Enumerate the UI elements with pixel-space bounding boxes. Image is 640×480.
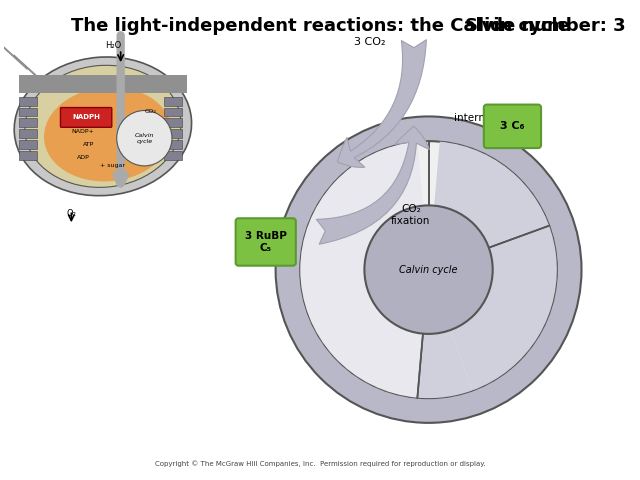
Ellipse shape [44,87,172,181]
Ellipse shape [25,65,181,187]
FancyBboxPatch shape [484,105,541,148]
Text: ADP: ADP [77,156,90,160]
Bar [164,151,182,160]
Text: CO₂: CO₂ [145,109,156,114]
Bar [19,140,36,149]
Text: NADPH: NADPH [72,114,100,120]
Text: 3 C₆: 3 C₆ [500,121,525,132]
Circle shape [116,110,172,166]
Text: Copyright © The McGraw Hill Companies, Inc.  Permission required for reproductio: Copyright © The McGraw Hill Companies, I… [155,461,485,468]
Text: 3 RuBP
C₅: 3 RuBP C₅ [244,231,287,253]
FancyBboxPatch shape [236,218,296,266]
Circle shape [276,117,582,423]
FancyBboxPatch shape [60,108,112,127]
Bar [19,96,36,106]
Text: H₂O: H₂O [105,41,121,50]
Text: Calvin cycle: Calvin cycle [399,264,458,275]
Text: 3 CO₂: 3 CO₂ [353,37,385,47]
Bar [164,108,182,117]
Bar [19,129,36,138]
Ellipse shape [14,57,191,196]
Text: Calvin
cycle: Calvin cycle [134,133,154,144]
Text: CO₂
fixation: CO₂ fixation [391,204,431,226]
Wedge shape [434,142,557,390]
Bar [164,119,182,127]
Text: intermediate: intermediate [454,113,522,123]
Bar [164,129,182,138]
Bar [19,75,187,93]
Wedge shape [300,142,423,397]
Circle shape [300,141,557,398]
Text: The light-independent reactions: the Calvin cycle: The light-independent reactions: the Cal… [70,17,570,35]
Wedge shape [417,330,472,398]
Text: NADP+: NADP+ [72,129,95,134]
Bar [19,108,36,117]
Bar [19,119,36,127]
Text: O₂: O₂ [67,209,76,218]
Bar [164,140,182,149]
Text: Slide number: 3: Slide number: 3 [465,17,626,35]
Text: ATP: ATP [83,142,93,146]
Circle shape [364,205,493,334]
Bar [164,96,182,106]
Text: + sugar: + sugar [100,163,125,168]
Bar [19,151,36,160]
